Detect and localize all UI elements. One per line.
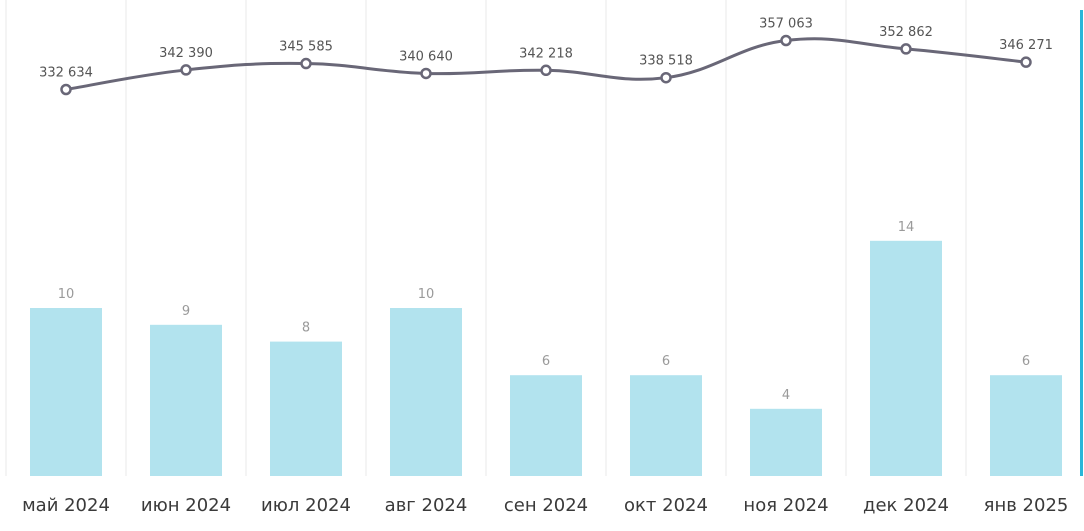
bar-value-label: 10	[58, 287, 75, 302]
line-value-label: 357 063	[759, 17, 813, 32]
bar	[510, 375, 582, 476]
bar	[30, 308, 102, 476]
line-point	[420, 67, 432, 80]
bar-value-label: 9	[182, 304, 190, 319]
bar-value-label: 4	[782, 388, 790, 403]
bar	[750, 408, 822, 476]
category-labels: май 2024 июн 2024 июл 2024 авг 2024 сен 2024…	[22, 495, 1068, 516]
bar	[990, 375, 1062, 476]
line-value-label: 340 640	[399, 49, 453, 64]
scroll-indicator	[1080, 10, 1083, 476]
category-label: июн 2024	[141, 495, 231, 516]
bar-value-label: 8	[302, 321, 310, 336]
line-point	[1020, 56, 1032, 68]
category-label: ноя 2024	[743, 495, 828, 516]
line-point	[60, 83, 72, 96]
category-label: авг 2024	[385, 495, 468, 516]
category-label: дек 2024	[863, 495, 949, 516]
bar	[870, 240, 942, 476]
bar	[390, 308, 462, 476]
line-value-label: 338 518	[639, 54, 693, 69]
line-point	[780, 34, 792, 47]
bar	[150, 324, 222, 476]
line-points	[60, 34, 1032, 96]
bar	[270, 341, 342, 476]
line-value-label: 332 634	[39, 66, 93, 81]
bar	[630, 375, 702, 476]
line-value-labels: 332 634 342 390 345 585 340 640 342 218 338 5…	[39, 17, 1053, 81]
bar-series	[30, 240, 1062, 476]
category-label: окт 2024	[624, 495, 708, 516]
line-point	[300, 57, 312, 70]
line-value-label: 342 218	[519, 46, 573, 61]
line-value-label: 352 862	[879, 25, 933, 40]
line-point	[540, 64, 552, 77]
line-value-label: 346 271	[999, 38, 1053, 53]
bar-value-label: 6	[662, 354, 670, 369]
category-label: янв 2025	[984, 495, 1069, 516]
line-point	[660, 71, 672, 84]
line-point	[180, 64, 192, 76]
bar-value-label: 6	[542, 354, 550, 369]
category-label: сен 2024	[504, 495, 588, 516]
bar-value-labels: 10 9 8 10 6 6 4 14 6	[58, 220, 1030, 403]
line-point	[900, 43, 912, 55]
bar-value-label: 6	[1022, 354, 1030, 369]
bar-value-label: 14	[898, 220, 915, 235]
line-value-label: 342 390	[159, 46, 213, 61]
line-value-label: 345 585	[279, 40, 333, 55]
category-label: июл 2024	[261, 495, 351, 516]
category-label: май 2024	[22, 495, 110, 516]
bar-value-label: 10	[418, 287, 435, 302]
